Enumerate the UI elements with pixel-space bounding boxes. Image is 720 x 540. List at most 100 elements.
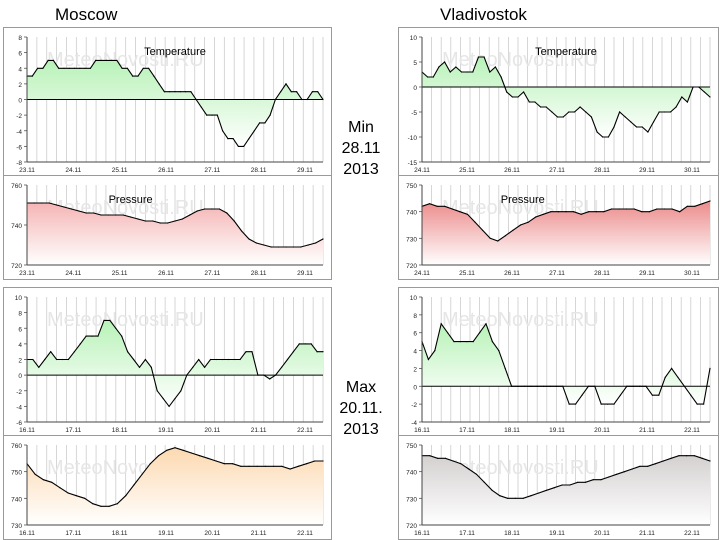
- chart-title: Pressure: [501, 194, 545, 206]
- data-point: [248, 138, 250, 140]
- data-point: [693, 455, 695, 457]
- chart-svg-vladivostok_max_temp: 10 8 6 4 2 0 -2 -4 MeteoNovosti.RU 16.11 17.11 18.1…: [410, 295, 711, 434]
- data-point: [222, 130, 224, 132]
- data-point: [573, 211, 575, 213]
- data-point: [675, 106, 677, 108]
- data-point: [551, 111, 553, 113]
- data-point: [703, 403, 705, 405]
- data-point: [281, 465, 283, 467]
- x-tick-label: 29.11: [639, 270, 655, 277]
- x-tick-label: 27.11: [204, 270, 220, 277]
- data-point: [662, 460, 664, 462]
- data-point: [658, 111, 660, 113]
- y-tick-label: -2: [411, 402, 417, 409]
- data-point: [166, 449, 168, 451]
- data-point: [587, 385, 589, 387]
- data-point: [709, 200, 711, 202]
- data-point: [111, 59, 113, 61]
- x-tick-label: 20.11: [594, 427, 610, 434]
- data-point: [100, 214, 102, 216]
- y-tick-label: 4: [413, 349, 417, 356]
- y-tick-label: 740: [11, 223, 22, 230]
- data-point: [121, 335, 123, 337]
- data-point: [434, 350, 436, 352]
- data-point: [73, 351, 75, 353]
- y-tick-label: 750: [406, 183, 417, 190]
- data-point: [590, 116, 592, 118]
- x-tick-label: 25.11: [459, 167, 475, 174]
- data-point: [79, 67, 81, 69]
- data-point: [286, 358, 289, 361]
- data-point: [534, 101, 536, 103]
- y-tick-label: 740: [406, 470, 417, 477]
- data-point: [281, 366, 283, 368]
- data-point: [322, 351, 324, 353]
- data-point: [489, 237, 491, 239]
- data-point: [168, 405, 170, 407]
- data-point: [105, 59, 107, 61]
- x-tick-label: 18.11: [504, 427, 520, 434]
- y-tick-label: 720: [406, 523, 417, 530]
- x-tick-label: 23.11: [19, 270, 35, 277]
- data-point: [233, 220, 235, 222]
- data-point: [269, 378, 271, 380]
- data-point: [498, 350, 500, 352]
- data-point: [298, 343, 300, 345]
- data-point: [270, 246, 272, 248]
- data-point: [543, 385, 545, 387]
- data-point: [239, 358, 241, 361]
- city-right-title: Vladivostok: [440, 5, 527, 24]
- data-point: [37, 67, 39, 69]
- data-point: [654, 463, 657, 465]
- data-point: [549, 385, 551, 387]
- data-point: [263, 244, 265, 246]
- data-point: [245, 351, 247, 353]
- data-point: [204, 208, 206, 210]
- data-point: [652, 121, 655, 123]
- data-point: [200, 106, 202, 108]
- min-label-line1: Min: [348, 119, 374, 136]
- data-point: [683, 385, 685, 387]
- data-point: [512, 229, 514, 231]
- data-point: [78, 210, 80, 212]
- x-tick-label: 21.11: [639, 530, 655, 537]
- data-point: [33, 202, 35, 204]
- y-tick-label: 10: [410, 35, 418, 42]
- y-tick-label: -6: [16, 144, 22, 151]
- x-tick-label: 30.11: [684, 270, 700, 277]
- watermark: MeteoNovosti.RU: [442, 457, 599, 479]
- data-point: [460, 71, 463, 73]
- data-point: [314, 460, 316, 462]
- chart-vladivostok-min-pressure: 750 740 730 720 MeteoNovosti.RU 24.11 25.11 26.…: [398, 175, 719, 280]
- data-point: [189, 214, 191, 216]
- data-point: [180, 390, 182, 392]
- data-point: [116, 503, 118, 505]
- data-point: [206, 114, 208, 116]
- data-point: [196, 210, 198, 212]
- data-point: [316, 351, 318, 353]
- data-point: [296, 91, 298, 93]
- data-point: [580, 213, 582, 215]
- data-point: [153, 75, 155, 77]
- data-point: [211, 114, 213, 116]
- data-point: [626, 208, 628, 210]
- data-point: [70, 208, 72, 210]
- data-point: [545, 489, 548, 491]
- data-point: [148, 67, 150, 69]
- data-point: [215, 358, 217, 361]
- data-point: [607, 136, 609, 138]
- x-tick-label: 25.11: [112, 167, 128, 174]
- data-point: [485, 323, 487, 325]
- data-point: [108, 505, 110, 507]
- data-point: [50, 351, 52, 353]
- data-point: [540, 106, 542, 108]
- data-point: [631, 468, 633, 470]
- data-point: [264, 465, 266, 467]
- data-point: [85, 335, 87, 337]
- x-tick-label: 21.11: [251, 427, 267, 434]
- data-point: [530, 385, 532, 387]
- data-point: [514, 497, 516, 499]
- data-point: [613, 403, 615, 405]
- data-point: [569, 484, 571, 486]
